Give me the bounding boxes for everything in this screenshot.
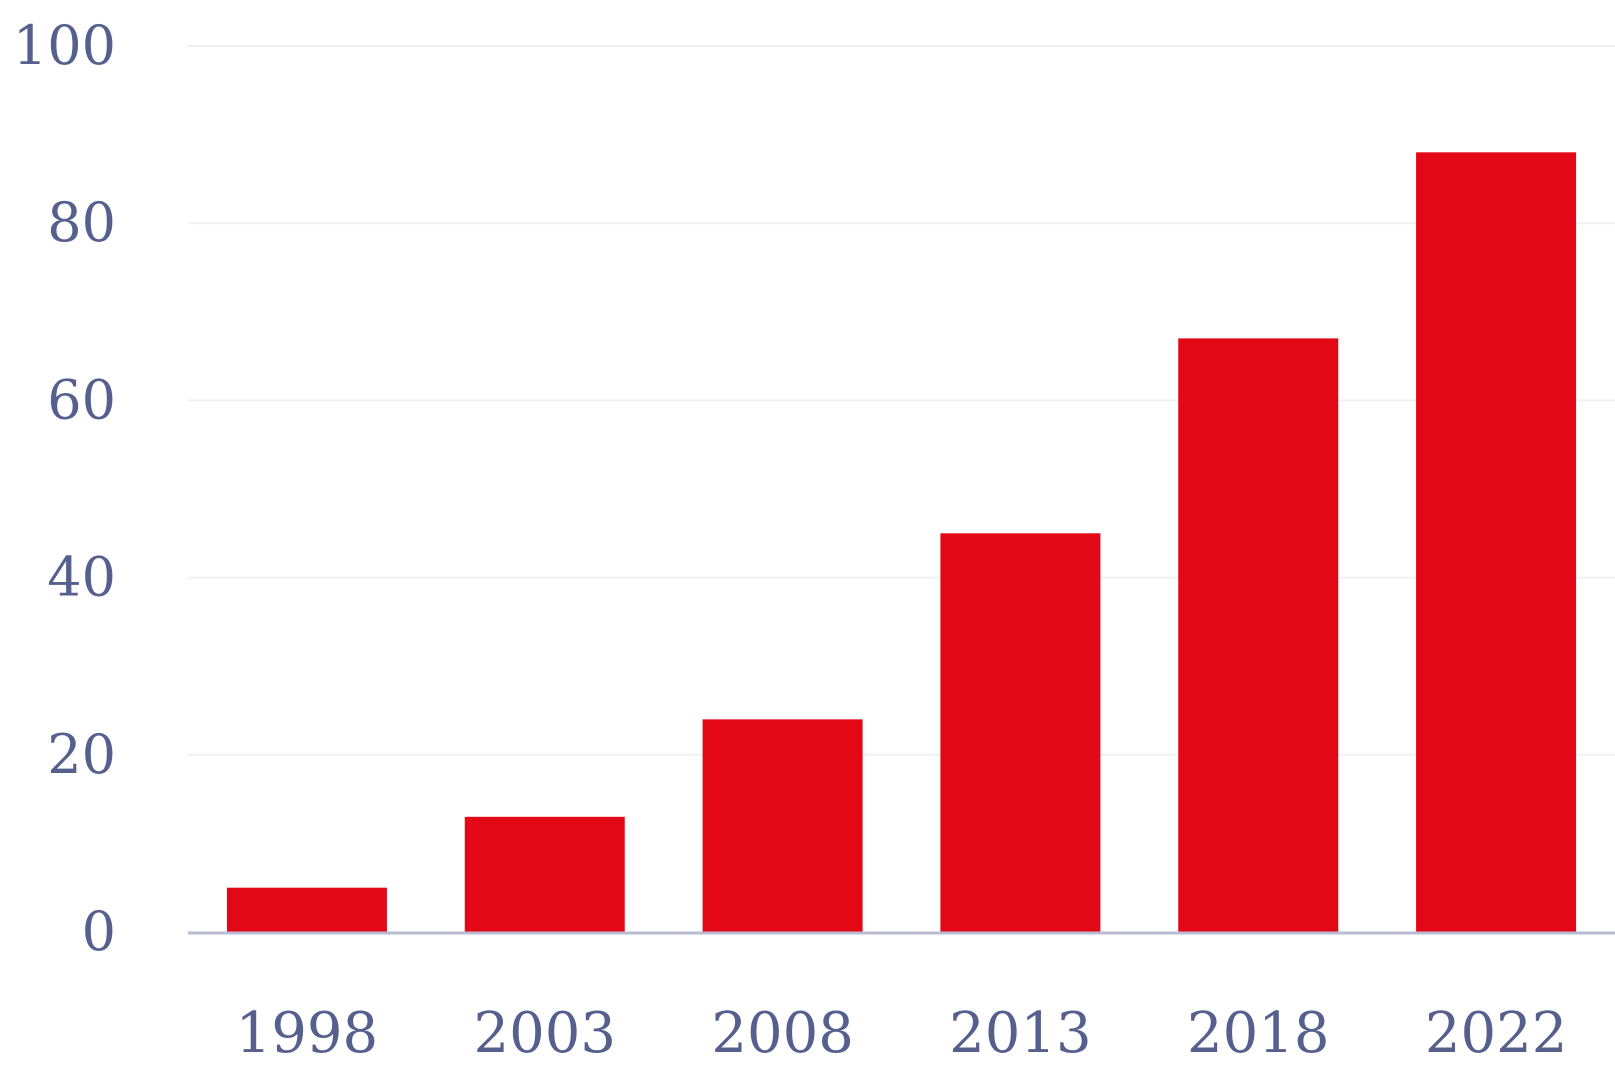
x-tick-label: 2008: [711, 1001, 854, 1066]
y-tick-label: 60: [47, 368, 116, 431]
gridlines: [188, 45, 1615, 756]
x-tick-label: 2018: [1187, 1001, 1330, 1066]
y-tick-label: 80: [47, 191, 116, 254]
x-tick-label: 2013: [949, 1001, 1092, 1066]
x-tick-label: 1998: [236, 1001, 379, 1066]
y-tick-label: 40: [47, 546, 116, 609]
y-axis-ticks: 0 20 40 60 80 100: [13, 14, 116, 963]
bar-2018: [1178, 338, 1339, 932]
x-tick-label: 2022: [1425, 1001, 1568, 1066]
y-tick-label: 20: [47, 723, 116, 786]
bar-1998: [226, 887, 387, 932]
x-axis-ticks: 1998 2003 2008 2013 2018 2022: [236, 1001, 1568, 1066]
bar-2022: [1416, 152, 1577, 932]
y-tick-label: 100: [13, 14, 116, 77]
y-tick-label: 0: [82, 900, 116, 963]
bar-2008: [702, 719, 863, 932]
bar-2003: [464, 816, 625, 932]
bars: [226, 152, 1577, 932]
bar-2013: [940, 533, 1101, 932]
x-tick-label: 2003: [473, 1001, 616, 1066]
